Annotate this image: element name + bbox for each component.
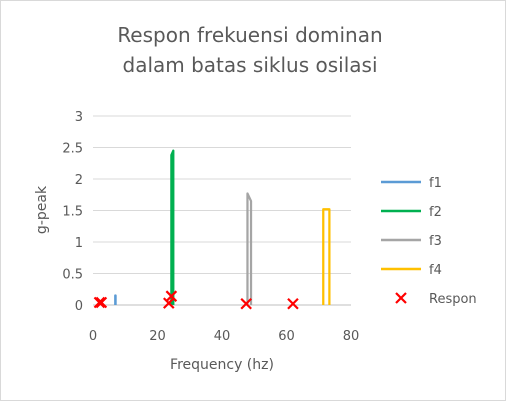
x-tick-label: 60: [278, 329, 295, 344]
marker-layer: [93, 290, 299, 310]
series-layer: [114, 149, 331, 305]
series-line-f4: [322, 208, 331, 305]
x-tick-label: 0: [89, 329, 97, 344]
y-tick-label: 2: [75, 173, 83, 188]
y-tick-label: 1.5: [62, 205, 83, 220]
legend-item-Respon: Respon: [395, 292, 477, 307]
respon-marker: [165, 290, 178, 302]
legend-item-f3: f3: [381, 234, 442, 249]
legend-label: Respon: [429, 292, 477, 307]
respon-marker: [240, 297, 252, 310]
legend-item-f2: f2: [381, 205, 442, 220]
respon-marker: [163, 297, 175, 309]
respon-marker: [287, 297, 299, 310]
marker-stroke: [93, 296, 106, 309]
series-line-f2: [170, 149, 175, 305]
respon-marker: [93, 296, 106, 309]
legend: f1 f2 f3 f4 Respon: [381, 176, 477, 307]
legend-label: f1: [429, 176, 442, 191]
series-line-f3: [246, 192, 253, 305]
y-axis-title: g-peak: [34, 185, 50, 234]
y-tick-label: 0.5: [62, 268, 83, 283]
x-axis-title: Frequency (hz): [170, 357, 274, 373]
y-axis: 0 0.5 1 1.5 2 2.5 3: [62, 110, 83, 314]
legend-label: f4: [429, 263, 442, 278]
legend-item-f1: f1: [381, 176, 442, 191]
respon-marker: [95, 296, 108, 309]
y-tick-label: 3: [75, 110, 83, 125]
marker-stroke: [95, 296, 108, 309]
chart-title-line-1: Respon frekuensi dominan: [117, 23, 383, 47]
legend-label: f2: [429, 205, 442, 220]
legend-swatch: [395, 292, 407, 304]
y-tick-label: 0: [75, 299, 83, 314]
gridlines: [93, 115, 351, 306]
chart-title-line-2: dalam batas siklus osilasi: [122, 53, 378, 77]
marker-stroke: [163, 297, 175, 309]
legend-label: f3: [429, 234, 442, 249]
x-tick-label: 40: [214, 329, 231, 344]
x-tick-label: 80: [343, 329, 360, 344]
x-axis: 0 20 40 60 80: [89, 329, 359, 344]
chart-title: Respon frekuensi dominan dalam batas sik…: [40, 20, 460, 80]
x-tick-label: 20: [149, 329, 166, 344]
legend-item-f4: f4: [381, 263, 442, 278]
y-tick-label: 2.5: [62, 142, 83, 157]
y-tick-label: 1: [75, 236, 83, 251]
marker-stroke: [240, 297, 252, 310]
marker-stroke: [287, 297, 299, 310]
marker-stroke: [165, 290, 178, 302]
